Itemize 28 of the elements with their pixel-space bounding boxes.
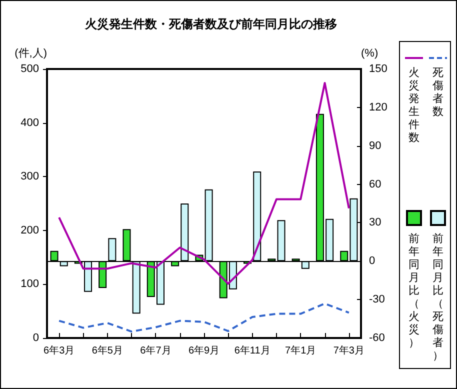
y2-tick-label: 90 bbox=[369, 140, 382, 152]
y-tick-label: 400 bbox=[20, 116, 39, 129]
y-tick-label: 300 bbox=[20, 170, 39, 183]
y2-tick-label: -60 bbox=[369, 332, 385, 344]
legend-label: 死傷者数 bbox=[432, 66, 444, 118]
x-tick-label: 6年3月 bbox=[44, 344, 75, 356]
y2-tick-label: 30 bbox=[369, 216, 382, 229]
y2-tick-label: -30 bbox=[369, 294, 385, 306]
x-tick-label: 6年9月 bbox=[188, 344, 220, 356]
y2-tick-label: 120 bbox=[369, 101, 388, 114]
chart-title: 火災発生件数・死傷者数及び前年同月比の推移 bbox=[84, 17, 337, 31]
text: 前年同月比（死傷者） bbox=[432, 232, 444, 362]
y2-axis-title: (%) bbox=[361, 48, 378, 60]
y-axis-title: (件,人) bbox=[14, 48, 47, 60]
y-tick-label: 500 bbox=[20, 63, 39, 75]
y2-tick-label: 0 bbox=[369, 255, 376, 268]
text: 前年同月比（火災） bbox=[408, 232, 420, 349]
y2-tick-label: 150 bbox=[369, 63, 388, 75]
x-tick-label: 6年5月 bbox=[92, 344, 123, 356]
x-tick-label: 7年1月 bbox=[285, 344, 316, 356]
x-tick-label: 7年3月 bbox=[333, 344, 364, 356]
y2-tick-label: 60 bbox=[369, 178, 382, 190]
y-tick-label: 200 bbox=[20, 224, 39, 236]
legend-label: 火災発生件数 bbox=[408, 66, 420, 144]
x-tick-label: 6年7月 bbox=[140, 344, 172, 356]
y-tick-label: 0 bbox=[32, 332, 39, 344]
y-tick-label: 100 bbox=[20, 278, 39, 290]
x-tick-label: 6年11月 bbox=[234, 344, 270, 356]
